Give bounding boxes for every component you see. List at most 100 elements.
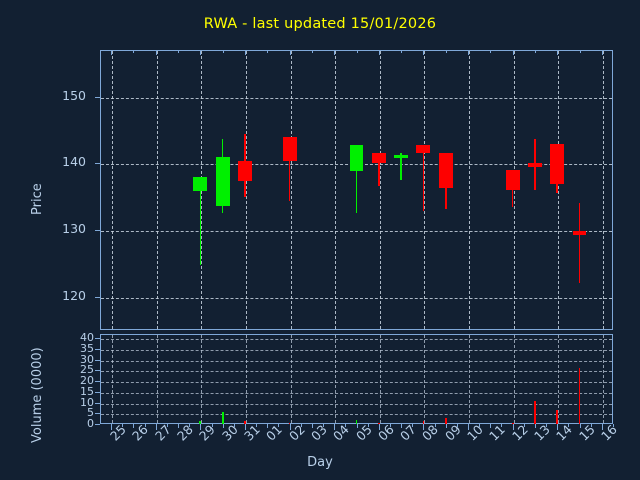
- candle-body: [505, 170, 520, 190]
- candle-body: [550, 144, 565, 184]
- volume-tick-mark: [95, 359, 100, 361]
- day-gridline: [424, 335, 426, 423]
- day-tick-minor: [222, 50, 224, 53]
- day-tick-minor: [211, 424, 213, 427]
- candle-body: [394, 155, 409, 159]
- day-gridline: [112, 335, 114, 423]
- day-tick-minor: [490, 424, 492, 428]
- day-gridline: [335, 51, 337, 329]
- volume-gridline: [101, 350, 612, 351]
- volume-bar: [288, 422, 291, 424]
- day-tick-minor: [311, 424, 313, 428]
- volume-bar: [422, 421, 425, 424]
- day-tick-minor: [345, 424, 347, 427]
- day-tick-major: [512, 424, 514, 430]
- candle-body: [215, 156, 230, 206]
- volume-tick-mark: [95, 424, 100, 425]
- day-tick-minor: [356, 50, 358, 53]
- day-gridline: [513, 335, 515, 423]
- day-tick-minor: [323, 424, 325, 427]
- day-tick-minor: [401, 50, 403, 53]
- day-tick-major: [557, 424, 559, 430]
- day-tick-major: [155, 424, 157, 430]
- day-tick-minor: [256, 424, 258, 427]
- day-gridline: [201, 335, 203, 423]
- volume-gridline: [101, 360, 612, 362]
- day-gridline: [245, 51, 247, 329]
- day-tick-minor: [133, 50, 135, 53]
- day-tick-minor: [534, 50, 536, 53]
- day-tick-minor: [501, 424, 503, 427]
- price-tick-label: 120: [62, 287, 86, 303]
- price-tick-mark: [95, 163, 100, 165]
- day-tick-minor: [613, 424, 614, 427]
- volume-axis-title: Volume (0000): [30, 347, 45, 443]
- candle-body: [371, 152, 386, 163]
- volume-gridline: [101, 414, 612, 416]
- volume-bar: [355, 420, 358, 424]
- day-gridline: [112, 51, 114, 329]
- day-gridline: [290, 335, 292, 423]
- candle-body: [528, 163, 542, 167]
- candle-body: [193, 176, 208, 191]
- day-tick-major: [601, 424, 603, 430]
- day-gridline: [290, 51, 292, 329]
- day-tick-minor: [523, 424, 525, 427]
- price-axis-title: Price: [30, 183, 45, 215]
- candle-wick: [578, 203, 581, 284]
- volume-bar: [444, 418, 447, 424]
- day-tick-minor: [133, 424, 135, 428]
- day-gridline: [558, 335, 560, 423]
- volume-tick-mark: [95, 402, 100, 404]
- day-tick-minor: [534, 424, 536, 428]
- day-tick-major: [244, 50, 246, 55]
- volume-bar: [511, 423, 514, 425]
- day-gridline: [469, 335, 471, 423]
- day-tick-major: [378, 424, 380, 430]
- price-gridline: [101, 231, 612, 232]
- candle-wick: [400, 152, 402, 180]
- price-tick-label: 130: [62, 221, 86, 236]
- day-tick-major: [423, 50, 425, 55]
- price-tick-mark: [95, 296, 100, 298]
- volume-bar: [199, 420, 202, 424]
- day-tick-minor: [267, 424, 269, 428]
- volume-bar: [377, 422, 380, 424]
- day-tick-minor: [356, 424, 358, 428]
- volume-bar: [221, 412, 224, 424]
- day-tick-minor: [233, 424, 235, 427]
- price-tick-label: 150: [62, 87, 86, 103]
- day-tick-minor: [278, 424, 280, 427]
- day-tick-minor: [300, 424, 302, 427]
- day-tick-major: [155, 50, 157, 55]
- volume-tick-label: 5: [87, 406, 94, 420]
- day-tick-major: [200, 424, 202, 430]
- day-tick-major: [512, 50, 514, 55]
- day-tick-minor: [434, 424, 436, 427]
- volume-tick-mark: [95, 338, 100, 340]
- day-tick-minor: [590, 424, 592, 427]
- day-gridline: [602, 335, 604, 423]
- volume-tick-mark: [95, 391, 100, 393]
- day-gridline: [335, 335, 337, 423]
- price-gridline: [101, 297, 612, 299]
- candle-body: [349, 145, 364, 172]
- candle-body: [238, 161, 252, 182]
- volume-tick-label: 35: [80, 342, 94, 355]
- candle-wick: [422, 144, 425, 211]
- day-gridline: [513, 51, 515, 329]
- day-tick-minor: [546, 424, 548, 427]
- day-tick-minor: [367, 424, 369, 427]
- volume-bar: [556, 410, 559, 424]
- day-tick-minor: [579, 50, 581, 53]
- volume-plot-area: [100, 334, 613, 424]
- volume-gridline: [101, 339, 612, 341]
- day-tick-minor: [122, 424, 124, 427]
- day-tick-minor: [166, 424, 168, 427]
- volume-gridline: [101, 392, 612, 394]
- volume-gridline: [101, 403, 612, 405]
- volume-tick-label: 30: [80, 352, 94, 366]
- volume-tick-mark: [95, 413, 100, 415]
- day-tick-minor: [267, 50, 269, 53]
